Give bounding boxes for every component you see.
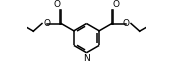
Text: O: O xyxy=(112,0,119,9)
Text: O: O xyxy=(54,0,61,9)
Text: O: O xyxy=(123,19,130,28)
Text: N: N xyxy=(83,54,90,63)
Text: O: O xyxy=(43,19,50,28)
